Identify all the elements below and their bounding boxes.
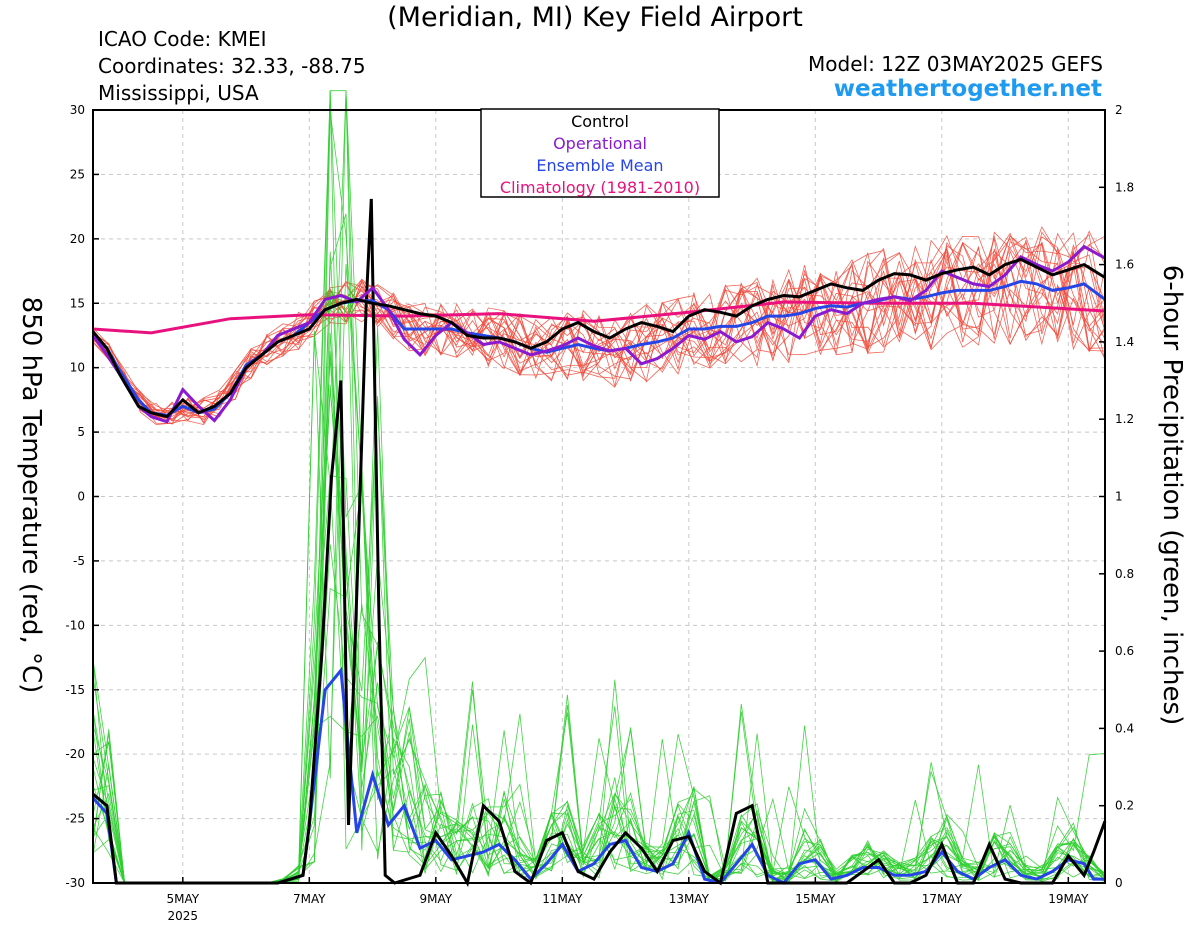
icao-code: ICAO Code: KMEI xyxy=(98,27,267,51)
precip-member-line xyxy=(92,90,1106,884)
model-run: Model: 12Z 03MAY2025 GEFS xyxy=(808,52,1103,76)
temp-control-line xyxy=(91,257,1106,419)
precip-member-line xyxy=(92,390,1106,884)
y-axis-label-right: 6-hour Precipitation (green, inches) xyxy=(1157,264,1187,726)
coordinates: Coordinates: 32.33, -88.75 xyxy=(98,54,366,78)
y-tick-label-right: 1.2 xyxy=(1115,412,1134,426)
legend-entry-climatology: Climatology (1981-2010) xyxy=(500,178,700,197)
chart-title: (Meridian, MI) Key Field Airport xyxy=(387,2,803,33)
y-tick-label-left: -25 xyxy=(65,812,85,826)
y-axis-label-left: 850 hPa Temperature (red, °C) xyxy=(16,296,46,694)
x-tick-label: 17MAY xyxy=(922,892,963,906)
y-tick-label-right: 0.4 xyxy=(1115,721,1134,735)
y-tick-label-left: -20 xyxy=(65,747,85,761)
ensemble-member-lines xyxy=(92,90,1106,884)
y-tick-label-left: -30 xyxy=(65,876,85,890)
y-tick-label-right: 1.8 xyxy=(1115,180,1134,194)
temp-member-line xyxy=(92,232,1106,419)
precip-member-line xyxy=(92,384,1106,884)
precip-member-line xyxy=(92,90,1106,884)
y-tick-label-right: 0.2 xyxy=(1115,799,1134,813)
temp-member-line xyxy=(92,226,1106,420)
y-tick-label-left: 10 xyxy=(70,361,85,375)
y-tick-label-right: 0.8 xyxy=(1115,567,1134,581)
legend-entry-operational: Operational xyxy=(553,134,647,153)
legend-box xyxy=(480,108,720,198)
y-tick-label-left: 30 xyxy=(70,103,85,117)
x-tick-sublabel: 2025 xyxy=(168,909,199,923)
x-tick-label: 11MAY xyxy=(542,892,583,906)
precip-member-line xyxy=(92,544,1106,884)
precip-member-line xyxy=(92,90,1106,884)
temp-member-line xyxy=(92,236,1106,422)
y-tick-label-right: 1 xyxy=(1115,490,1123,504)
legend-entry-ensemble-mean: Ensemble Mean xyxy=(536,156,663,175)
x-tick-label: 7MAY xyxy=(293,892,326,906)
y-tick-label-left: 15 xyxy=(70,296,85,310)
y-tick-label-left: 5 xyxy=(77,425,85,439)
x-tick-label: 9MAY xyxy=(420,892,453,906)
temp-member-line xyxy=(92,231,1106,426)
temp-member-line xyxy=(92,232,1106,426)
legend: Control Operational Ensemble Mean Climatolo… xyxy=(480,108,720,198)
y-tick-label-right: 0 xyxy=(1115,876,1123,890)
precip-member-line xyxy=(92,332,1106,884)
x-tick-label: 19MAY xyxy=(1048,892,1089,906)
y-tick-label-right: 0.6 xyxy=(1115,644,1134,658)
precip-ensemble-mean-line xyxy=(91,666,1105,885)
y-tick-label-left: 20 xyxy=(70,232,85,246)
axes: 302520151050-5-10-15-20-25-3021.81.61.41… xyxy=(65,103,1134,923)
y-tick-label-right: 1.6 xyxy=(1115,258,1134,272)
y-tick-label-right: 1.4 xyxy=(1115,335,1134,349)
precip-member-line xyxy=(92,326,1106,884)
precip-member-line xyxy=(92,90,1106,884)
precip-member-line xyxy=(92,90,1106,884)
precip-member-line xyxy=(92,332,1106,884)
precip-member-line xyxy=(92,475,1106,884)
region: Mississippi, USA xyxy=(98,81,259,105)
grid-lines xyxy=(93,109,1105,884)
y-tick-label-left: -10 xyxy=(65,618,85,632)
site-name[interactable]: weathertogether.net xyxy=(833,76,1102,102)
y-tick-label-left: 25 xyxy=(70,167,85,181)
x-tick-label: 15MAY xyxy=(795,892,836,906)
y-tick-label-left: 0 xyxy=(77,490,85,504)
precip-member-line xyxy=(92,351,1106,884)
y-tick-label-left: -5 xyxy=(73,554,85,568)
climatology-line xyxy=(92,300,1106,335)
x-tick-label: 13MAY xyxy=(669,892,710,906)
legend-entry-control: Control xyxy=(571,112,629,131)
precip-member-line xyxy=(92,290,1106,884)
y-tick-label-right: 2 xyxy=(1115,103,1123,117)
y-tick-label-left: -15 xyxy=(65,683,85,697)
x-tick-label: 5MAY xyxy=(167,892,200,906)
precip-member-line xyxy=(92,111,1106,884)
